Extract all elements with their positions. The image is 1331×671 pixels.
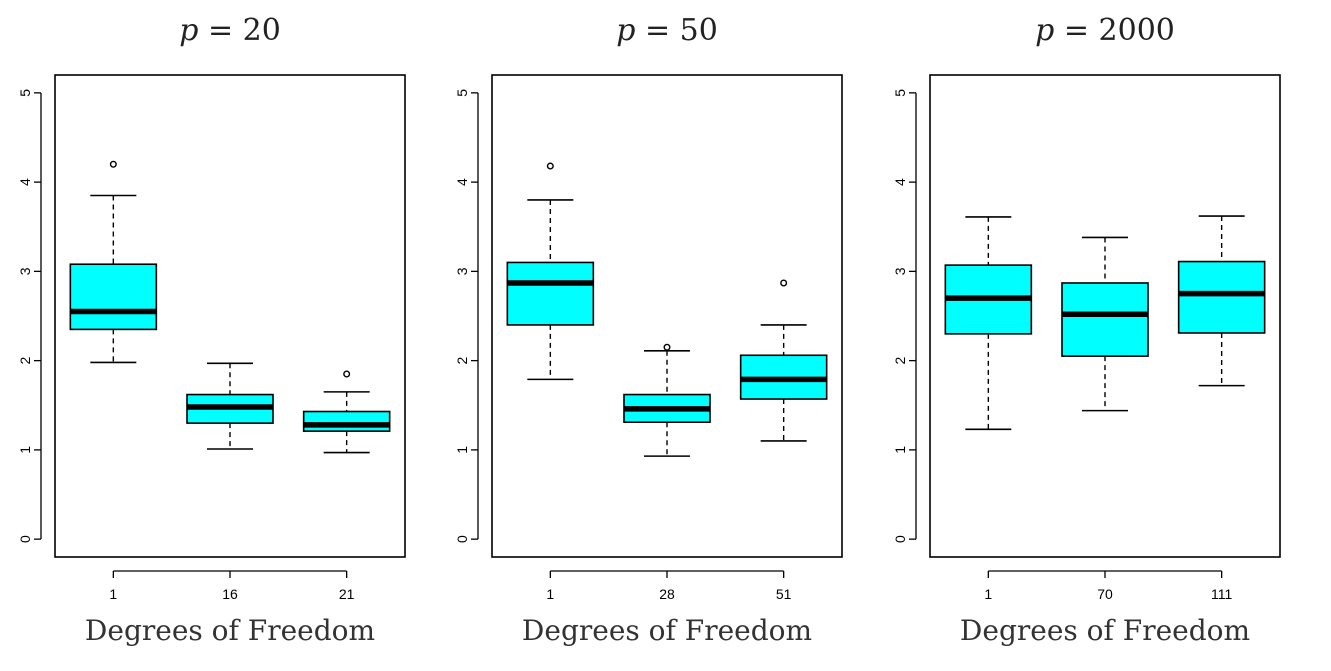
box-51	[739, 279, 828, 442]
plot-frame	[54, 74, 406, 558]
panel-title-variable: p	[179, 13, 198, 48]
y-tick-label: 5	[892, 89, 908, 97]
y-tick-label: 0	[17, 535, 33, 543]
iqr-box	[69, 263, 158, 331]
plot-frame	[491, 74, 843, 558]
panel-title-equals: =	[635, 13, 679, 48]
y-tick-label: 1	[892, 446, 908, 454]
y-tick-label: 5	[454, 89, 470, 97]
iqr-box	[1061, 282, 1149, 357]
iqr-box	[506, 261, 595, 326]
y-tick-label: 2	[17, 357, 33, 365]
panel-title-equals: =	[198, 13, 242, 48]
iqr-box	[302, 410, 391, 432]
panel-title-value: 50	[680, 13, 718, 48]
outlier-point	[663, 343, 671, 351]
y-tick-label: 2	[454, 357, 470, 365]
outlier-point	[109, 160, 117, 168]
outlier-point	[780, 279, 788, 287]
panel-title-variable: p	[616, 13, 635, 48]
panel-title: p = 50	[616, 13, 718, 48]
y-tick-label: 0	[892, 535, 908, 543]
outlier-point	[546, 162, 554, 170]
plot-frame	[929, 74, 1281, 558]
y-tick-label: 1	[17, 446, 33, 454]
box-111	[1177, 215, 1266, 387]
y-tick-label: 4	[454, 178, 470, 186]
y-tick-label: 2	[892, 357, 908, 365]
box-70	[1061, 236, 1149, 412]
y-tick-label: 4	[17, 178, 33, 186]
y-tick-label: 0	[454, 535, 470, 543]
panel-title: p = 2000	[1035, 13, 1175, 48]
x-tick-label: 111	[1211, 586, 1232, 602]
x-tick-label: 21	[339, 586, 355, 602]
x-tick-label: 51	[776, 586, 792, 602]
x-tick-label: 1	[109, 586, 117, 602]
box-1	[944, 216, 1033, 431]
box-1	[506, 162, 595, 381]
panel-title: p = 20	[179, 13, 281, 48]
outlier-point	[343, 370, 351, 378]
y-tick-label: 5	[17, 89, 33, 97]
x-axis-label: Degrees of Freedom	[522, 614, 812, 647]
panel-title-variable: p	[1035, 13, 1054, 48]
y-tick-label: 4	[892, 178, 908, 186]
x-tick-label: 70	[1097, 586, 1113, 602]
y-tick-label: 3	[454, 267, 470, 275]
panel-title-equals: =	[1054, 13, 1098, 48]
x-tick-label: 1	[546, 586, 554, 602]
panel-1: p = 20 0 1 2 3 4 5 1 16 21 Degrees of Freedom	[17, 13, 406, 647]
box-21	[302, 370, 391, 454]
y-tick-label: 3	[17, 267, 33, 275]
panel-title-value: 20	[243, 13, 281, 48]
x-tick-label: 16	[222, 586, 238, 602]
x-tick-label: 1	[984, 586, 992, 602]
y-tick-label: 1	[454, 446, 470, 454]
panel-title-value: 2000	[1099, 13, 1175, 48]
panel-3: p = 2000 0 1 2 3 4 5 1 70 111 Degrees of Freedom	[892, 13, 1281, 647]
box-16	[186, 362, 274, 450]
x-axis-label: Degrees of Freedom	[85, 614, 375, 647]
x-tick-label: 28	[659, 586, 675, 602]
y-tick-label: 3	[892, 267, 908, 275]
x-axis-label: Degrees of Freedom	[960, 614, 1250, 647]
box-1	[69, 160, 158, 364]
box-28	[623, 343, 711, 457]
iqr-box	[1177, 260, 1266, 334]
